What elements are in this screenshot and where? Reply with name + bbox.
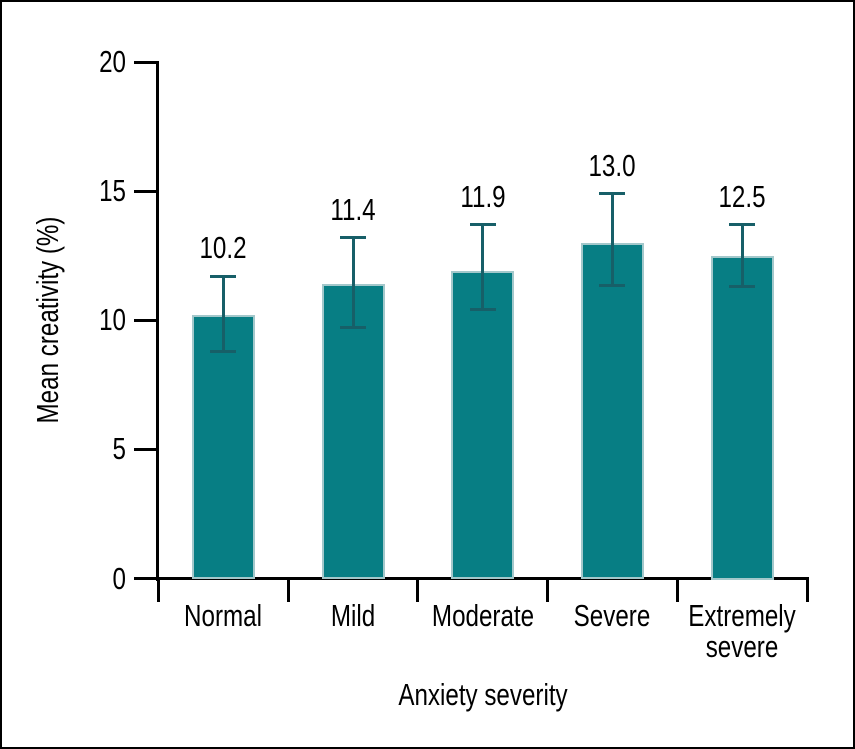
error-bar-stem: [481, 224, 485, 310]
bar-normal: [191, 315, 255, 580]
y-tick: [134, 189, 156, 193]
x-category-label: Severe: [574, 598, 651, 633]
x-axis-title: Anxiety severity: [398, 677, 568, 712]
y-axis-title: Mean creativity (%): [30, 216, 65, 424]
error-bar-stem: [351, 237, 355, 328]
x-category-label: Moderate: [431, 598, 534, 633]
error-bar-cap-top: [469, 223, 496, 227]
y-axis-line: [156, 60, 159, 581]
error-bar-cap-top: [729, 223, 756, 227]
error-bar-cap-top: [340, 236, 367, 240]
error-bar-stem: [740, 224, 744, 287]
error-bar-stem: [221, 276, 225, 352]
y-tick-label: 15: [99, 173, 126, 209]
error-bar-cap-top: [210, 274, 237, 278]
error-bar-stem: [610, 193, 614, 286]
bar-severe: [580, 242, 644, 580]
error-bar-cap-bottom: [210, 349, 237, 353]
y-tick-label: 0: [112, 560, 126, 596]
bar-mild: [321, 284, 385, 580]
value-label: 11.9: [460, 178, 506, 214]
y-tick-label: 10: [99, 302, 126, 338]
error-bar-cap-bottom: [340, 326, 367, 330]
value-label: 12.5: [718, 178, 766, 214]
value-label: 11.4: [330, 191, 376, 227]
x-category-label: Normal: [184, 598, 263, 633]
x-category-label: Extremely severe: [688, 598, 796, 664]
y-tick: [134, 60, 156, 64]
x-tick: [805, 579, 809, 602]
y-tick-label: 20: [99, 44, 126, 79]
error-bar-cap-bottom: [469, 308, 496, 312]
value-label: 10.2: [199, 230, 247, 266]
x-tick: [675, 579, 679, 602]
error-bar-cap-bottom: [599, 283, 626, 287]
x-tick: [416, 579, 420, 602]
x-tick: [157, 579, 160, 602]
bar-moderate: [451, 271, 515, 580]
x-category-label: Mild: [330, 598, 376, 633]
y-tick: [134, 447, 156, 451]
y-tick: [134, 577, 156, 580]
bar-extremely-severe: [710, 255, 774, 580]
error-bar-cap-top: [599, 192, 626, 196]
x-tick: [286, 579, 290, 602]
y-tick-label: 5: [112, 431, 126, 467]
error-bar-cap-bottom: [729, 285, 756, 289]
value-label: 13.0: [588, 147, 636, 183]
y-tick: [134, 318, 156, 322]
x-tick: [546, 579, 550, 602]
